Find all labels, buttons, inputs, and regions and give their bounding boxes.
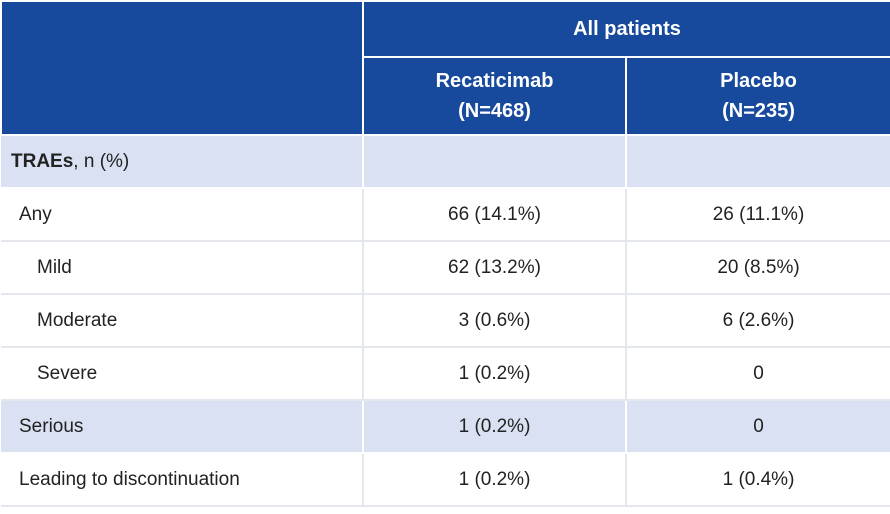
row: Any 66 (14.1%) 26 (11.1%) xyxy=(1,188,890,242)
cell: 1 (0.2%) xyxy=(363,453,627,507)
section-row: TRAEs, n (%) xyxy=(1,135,890,189)
column-header: Recaticimab (N=468) xyxy=(362,56,627,136)
cell: 0 xyxy=(626,400,890,454)
row: Serious 1 (0.2%) 0 xyxy=(1,400,890,454)
column-n: (N=468) xyxy=(458,100,531,122)
cell: 0 xyxy=(626,347,890,401)
cell: 1 (0.4%) xyxy=(626,453,890,507)
row-label: Serious xyxy=(1,400,364,454)
corner-cell xyxy=(0,0,364,136)
cell xyxy=(626,135,890,189)
row: Moderate 3 (0.6%) 6 (2.6%) xyxy=(1,294,890,348)
section-unit: , n (%) xyxy=(73,150,130,172)
column-n: (N=235) xyxy=(722,100,795,122)
column-name: Placebo xyxy=(720,70,797,92)
header-row: Recaticimab (N=468) Placebo (N=235) xyxy=(1,56,890,136)
row-label: Moderate xyxy=(1,294,364,348)
header-row: All patients xyxy=(0,0,890,136)
column-header: Placebo (N=235) xyxy=(624,56,890,136)
section-title: TRAEs xyxy=(11,150,74,172)
row-label: Severe xyxy=(1,347,364,401)
cell: 62 (13.2%) xyxy=(363,241,627,295)
cell: 3 (0.6%) xyxy=(363,294,627,348)
cell: 66 (14.1%) xyxy=(363,188,627,242)
cell xyxy=(363,135,627,189)
row: Leading to discontinuation 1 (0.2%) 1 (0… xyxy=(1,453,890,507)
row-label: Leading to discontinuation xyxy=(1,453,364,507)
cell: 1 (0.2%) xyxy=(363,400,627,454)
row: Mild 62 (13.2%) 20 (8.5%) xyxy=(1,241,890,295)
cell: 20 (8.5%) xyxy=(626,241,890,295)
row: Severe 1 (0.2%) 0 xyxy=(1,347,890,401)
cell: 6 (2.6%) xyxy=(626,294,890,348)
column-name: Recaticimab xyxy=(435,70,554,92)
group-header: All patients xyxy=(361,0,890,58)
section-label: TRAEs, n (%) xyxy=(1,135,364,189)
cell: 26 (11.1%) xyxy=(626,188,890,242)
row-label: Any xyxy=(1,188,364,242)
row-label: Mild xyxy=(1,241,364,295)
cell: 1 (0.2%) xyxy=(363,347,627,401)
